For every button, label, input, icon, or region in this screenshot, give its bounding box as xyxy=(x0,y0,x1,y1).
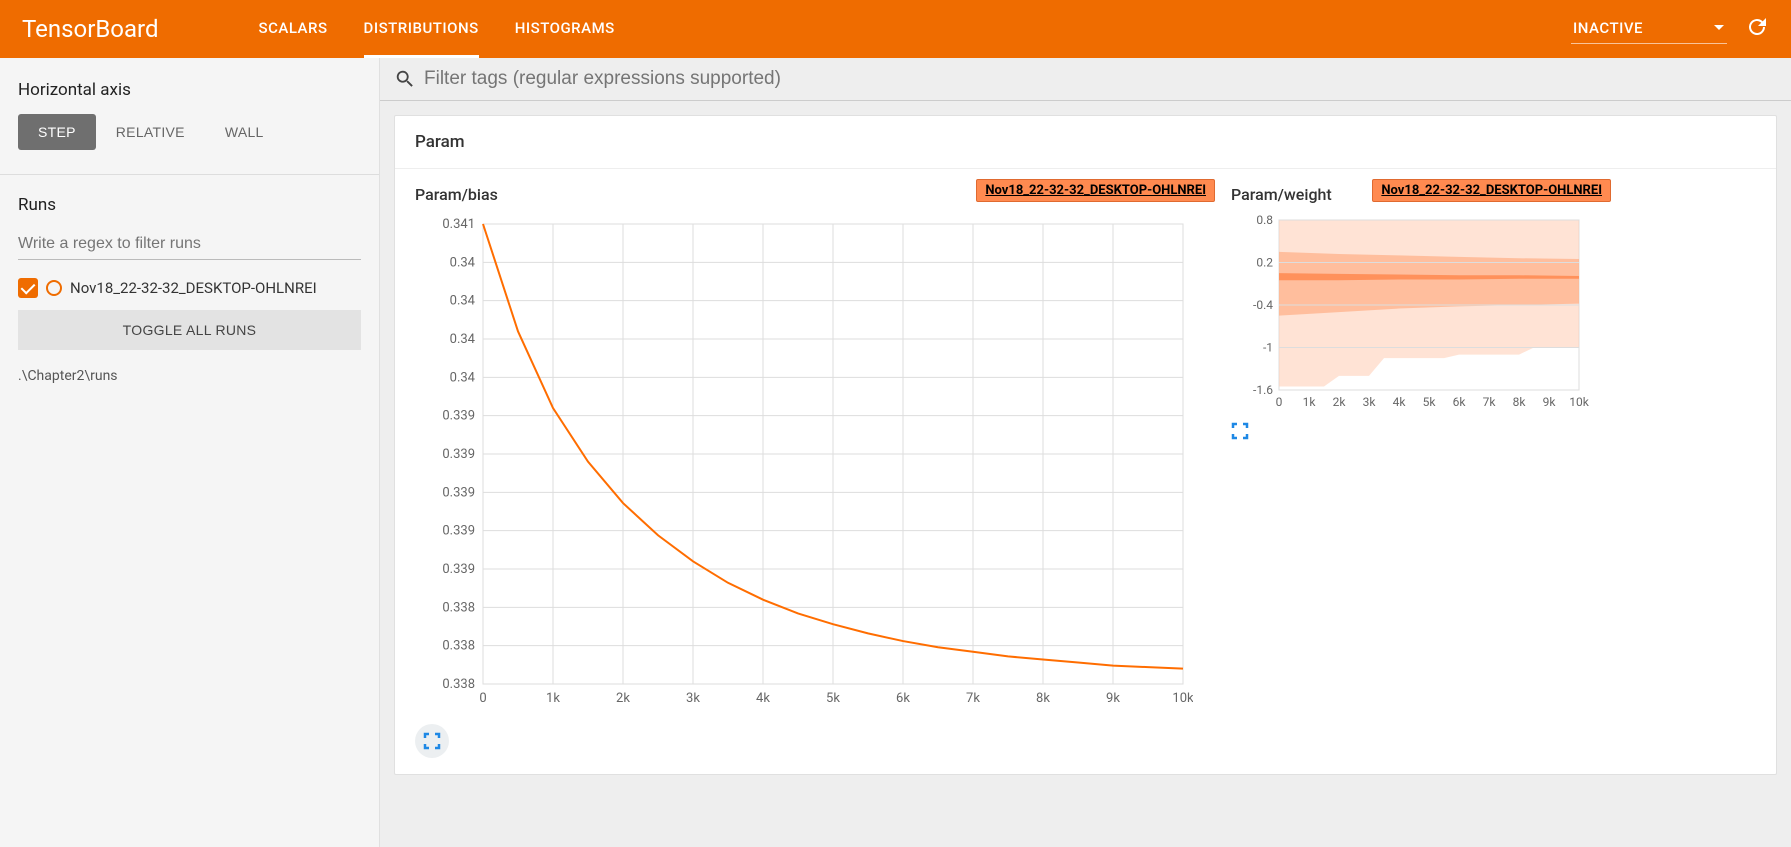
expand-bias-button[interactable] xyxy=(415,724,449,758)
refresh-button[interactable] xyxy=(1745,15,1769,43)
svg-text:-1: -1 xyxy=(1263,341,1273,355)
filter-bar xyxy=(380,58,1791,101)
svg-text:10k: 10k xyxy=(1172,691,1193,706)
svg-text:-1.6: -1.6 xyxy=(1253,383,1273,397)
svg-text:9k: 9k xyxy=(1543,395,1557,409)
chart-weight-run-tag[interactable]: Nov18_22-32-32_DESKTOP-OHLNREI xyxy=(1372,179,1611,202)
svg-text:0.338: 0.338 xyxy=(442,677,475,692)
tag-filter-input[interactable] xyxy=(424,68,1777,90)
axis-btn-step[interactable]: STEP xyxy=(18,114,96,150)
sidebar: Horizontal axis STEP RELATIVE WALL Runs … xyxy=(0,58,380,847)
svg-text:8k: 8k xyxy=(1036,691,1050,706)
logo: TensorBoard xyxy=(22,15,159,43)
toggle-all-runs-button[interactable]: TOGGLE ALL RUNS xyxy=(18,310,361,350)
run-item[interactable]: Nov18_22-32-32_DESKTOP-OHLNREI xyxy=(18,278,361,298)
search-icon xyxy=(394,68,416,90)
svg-text:4k: 4k xyxy=(756,691,770,706)
axis-btn-relative[interactable]: RELATIVE xyxy=(96,114,205,150)
svg-text:0.34: 0.34 xyxy=(450,255,476,270)
tab-distributions[interactable]: DISTRIBUTIONS xyxy=(364,0,479,58)
main-area: Param Param/bias Nov18_22-32-32_DESKTOP-… xyxy=(380,58,1791,847)
svg-text:0.339: 0.339 xyxy=(442,447,475,462)
svg-text:0.8: 0.8 xyxy=(1256,214,1273,227)
svg-text:0.339: 0.339 xyxy=(442,409,475,424)
svg-text:6k: 6k xyxy=(896,691,910,706)
svg-text:3k: 3k xyxy=(686,691,700,706)
chart-bias: Param/bias Nov18_22-32-32_DESKTOP-OHLNRE… xyxy=(415,185,1215,758)
svg-text:5k: 5k xyxy=(1423,395,1437,409)
run-color-swatch xyxy=(46,280,62,296)
sidebar-divider xyxy=(0,174,379,175)
expand-icon xyxy=(1231,422,1249,440)
svg-text:3k: 3k xyxy=(1363,395,1377,409)
tab-scalars[interactable]: SCALARS xyxy=(259,0,328,58)
chart-weight: Param/weight Nov18_22-32-32_DESKTOP-OHLN… xyxy=(1231,185,1611,444)
tab-histograms[interactable]: HISTOGRAMS xyxy=(515,0,615,58)
svg-text:0.339: 0.339 xyxy=(442,562,475,577)
svg-text:5k: 5k xyxy=(826,691,840,706)
expand-icon xyxy=(423,732,441,750)
chart-bias-run-tag[interactable]: Nov18_22-32-32_DESKTOP-OHLNREI xyxy=(976,179,1215,202)
svg-text:0.338: 0.338 xyxy=(442,600,475,615)
panel-title[interactable]: Param xyxy=(395,116,1776,169)
axis-button-group: STEP RELATIVE WALL xyxy=(18,114,361,150)
svg-text:-0.4: -0.4 xyxy=(1253,298,1273,312)
inactive-label: INACTIVE xyxy=(1573,19,1643,37)
svg-text:0.2: 0.2 xyxy=(1256,256,1273,270)
svg-text:0.338: 0.338 xyxy=(442,639,475,654)
svg-text:2k: 2k xyxy=(616,691,630,706)
svg-text:2k: 2k xyxy=(1333,395,1347,409)
svg-text:0.34: 0.34 xyxy=(450,294,476,309)
axis-btn-wall[interactable]: WALL xyxy=(205,114,284,150)
header-right: INACTIVE xyxy=(1571,15,1769,44)
param-panel: Param Param/bias Nov18_22-32-32_DESKTOP-… xyxy=(394,115,1777,775)
app-header: TensorBoard SCALARS DISTRIBUTIONS HISTOG… xyxy=(0,0,1791,58)
svg-text:1k: 1k xyxy=(546,691,560,706)
svg-text:8k: 8k xyxy=(1513,395,1527,409)
chart-weight-svg[interactable]: 0 1k 2k 3k 4k 5k 6k 7k 8k 9k 10k -1.6 -1 -0.4 0.2 0.8 xyxy=(1231,214,1589,416)
runs-title: Runs xyxy=(18,195,361,215)
svg-text:0.341: 0.341 xyxy=(442,217,475,232)
horizontal-axis-title: Horizontal axis xyxy=(18,80,361,100)
svg-text:0: 0 xyxy=(479,691,486,706)
charts-row: Param/bias Nov18_22-32-32_DESKTOP-OHLNRE… xyxy=(395,169,1776,774)
content: Horizontal axis STEP RELATIVE WALL Runs … xyxy=(0,58,1791,847)
main-tabs: SCALARS DISTRIBUTIONS HISTOGRAMS xyxy=(259,0,615,58)
svg-text:7k: 7k xyxy=(966,691,980,706)
run-checkbox[interactable] xyxy=(18,278,38,298)
runs-path: .\Chapter2\runs xyxy=(18,368,361,384)
svg-text:0.34: 0.34 xyxy=(450,332,476,347)
svg-text:6k: 6k xyxy=(1453,395,1467,409)
svg-text:0.34: 0.34 xyxy=(450,370,476,385)
svg-text:10k: 10k xyxy=(1569,395,1589,409)
runs-filter-input[interactable] xyxy=(18,229,361,260)
svg-text:0: 0 xyxy=(1276,395,1283,409)
inactive-dropdown[interactable]: INACTIVE xyxy=(1571,15,1727,44)
svg-text:0.339: 0.339 xyxy=(442,524,475,539)
svg-text:9k: 9k xyxy=(1106,691,1120,706)
run-label: Nov18_22-32-32_DESKTOP-OHLNREI xyxy=(70,279,317,297)
chart-bias-svg[interactable]: 0 1k 2k 3k 4k 5k 6k 7k 8k 9k 10k 0.338 0.338 0.338 0.3… xyxy=(415,214,1193,714)
svg-text:7k: 7k xyxy=(1483,395,1497,409)
expand-weight-button[interactable] xyxy=(1231,422,1611,444)
svg-text:0.339: 0.339 xyxy=(442,485,475,500)
svg-text:1k: 1k xyxy=(1303,395,1317,409)
chevron-down-icon xyxy=(1713,22,1725,34)
svg-text:4k: 4k xyxy=(1393,395,1407,409)
